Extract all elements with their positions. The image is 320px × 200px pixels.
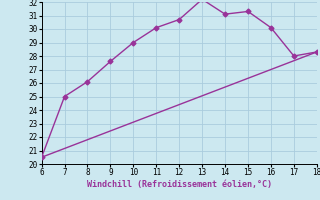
X-axis label: Windchill (Refroidissement éolien,°C): Windchill (Refroidissement éolien,°C) — [87, 180, 272, 189]
